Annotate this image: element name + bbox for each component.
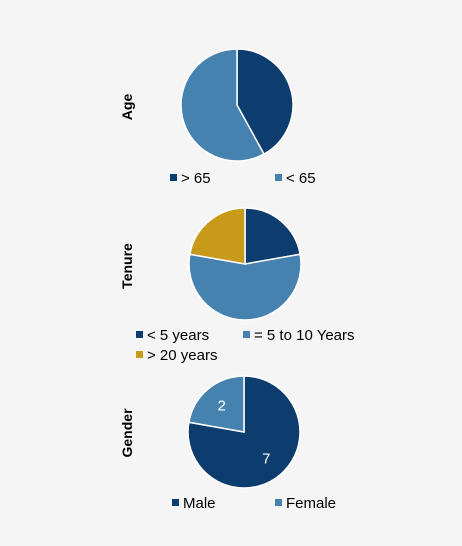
legend-label-female: Female bbox=[286, 495, 336, 512]
legend-swatch-under-5-years bbox=[136, 331, 143, 338]
pie-slice-gender-female bbox=[187, 375, 245, 433]
legend-swatch-over-65 bbox=[170, 174, 177, 181]
pie-slice-age-65 bbox=[180, 48, 265, 162]
legend-swatch-under-65 bbox=[275, 174, 282, 181]
pie-slice-age-65 bbox=[236, 48, 294, 156]
legend-label-over-20-years: > 20 years bbox=[147, 347, 217, 364]
data-label-gender-male: 7 bbox=[262, 451, 270, 468]
tenure-chart-ylabel: Tenure bbox=[119, 243, 135, 289]
gender-legend: Male Female bbox=[172, 495, 336, 512]
age-chart-ylabel: Age bbox=[119, 94, 135, 121]
gender-chart: Gender 72 Male Female bbox=[119, 375, 336, 512]
tenure-pie bbox=[188, 207, 302, 321]
legend-label-under-5-years: < 5 years bbox=[147, 327, 209, 344]
pie-slice-tenure-5-years bbox=[244, 207, 302, 265]
pie-slice-tenure-5-to-10-years bbox=[188, 253, 302, 321]
gender-chart-ylabel: Gender bbox=[119, 408, 135, 458]
pie-slice-tenure-20-years bbox=[188, 207, 246, 265]
age-pie bbox=[180, 48, 294, 162]
legend-label-under-65: < 65 bbox=[286, 170, 316, 187]
legend-label-5-to-10-years: = 5 to 10 Years bbox=[254, 327, 355, 344]
tenure-chart: Tenure < 5 years = 5 to 10 Years > 20 ye… bbox=[119, 207, 355, 364]
age-legend: > 65 < 65 bbox=[170, 170, 316, 187]
data-label-gender-female: 2 bbox=[218, 397, 226, 414]
age-chart: Age > 65 < 65 bbox=[119, 48, 316, 187]
legend-swatch-male bbox=[172, 499, 179, 506]
legend-label-over-65: > 65 bbox=[181, 170, 211, 187]
legend-label-male: Male bbox=[183, 495, 216, 512]
legend-swatch-female bbox=[275, 499, 282, 506]
legend-swatch-over-20-years bbox=[136, 351, 143, 358]
gender-pie: 72 bbox=[187, 375, 301, 489]
legend-swatch-5-to-10-years bbox=[243, 331, 250, 338]
tenure-legend: < 5 years = 5 to 10 Years > 20 years bbox=[136, 327, 355, 364]
